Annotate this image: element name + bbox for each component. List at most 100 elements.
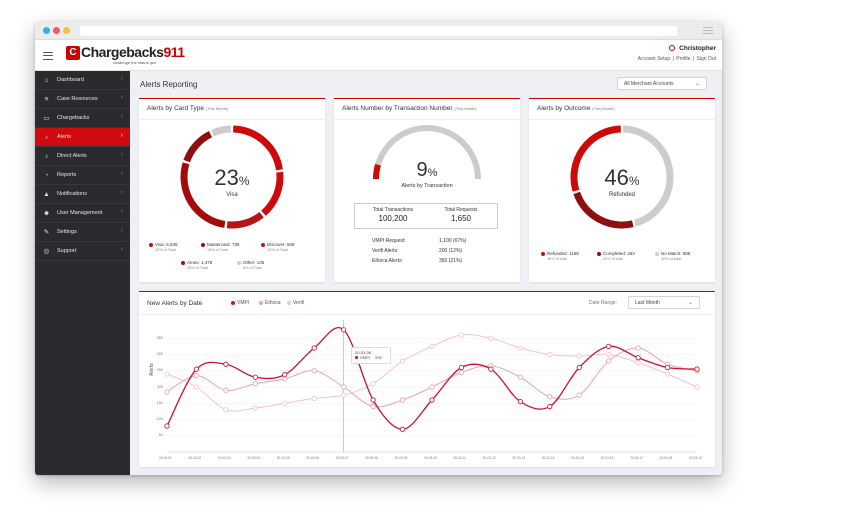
data-point-vmpi[interactable] bbox=[341, 327, 347, 333]
data-point-vmpi[interactable] bbox=[282, 372, 288, 378]
data-point-ethoca[interactable] bbox=[164, 389, 170, 395]
data-point-ethoca[interactable] bbox=[193, 373, 200, 379]
data-point-ethoca[interactable] bbox=[635, 345, 641, 351]
x-tick-label: 20-03-17 bbox=[630, 456, 643, 460]
x-tick-label: 20-03-04 bbox=[247, 456, 261, 460]
chart-legend-item[interactable]: Verifi bbox=[287, 300, 304, 306]
date-range-select[interactable]: Last Month ⌄ bbox=[628, 296, 700, 309]
chart-legend-item[interactable]: Ethoca bbox=[259, 300, 281, 306]
data-point-vmpi[interactable] bbox=[164, 423, 170, 429]
data-point-verifi[interactable] bbox=[694, 384, 700, 390]
data-point-vmpi[interactable] bbox=[488, 366, 494, 372]
window-dot-icon[interactable] bbox=[53, 27, 60, 34]
donut-segment bbox=[211, 125, 232, 137]
data-point-ethoca[interactable] bbox=[429, 384, 435, 390]
legend-name: Mastercard: bbox=[207, 242, 231, 247]
data-point-vmpi[interactable] bbox=[547, 403, 553, 410]
sidebar-item-direct-alerts[interactable]: ♪ Direct Alerts › bbox=[35, 147, 130, 166]
sidebar-item-alerts[interactable]: ♪ Alerts › bbox=[35, 128, 130, 147]
logo-icon[interactable]: C bbox=[66, 46, 80, 60]
data-point-verifi[interactable] bbox=[664, 371, 671, 377]
outcome-label: Refunded bbox=[608, 192, 636, 198]
donut-segment bbox=[183, 130, 213, 163]
data-point-verifi[interactable] bbox=[606, 351, 612, 358]
link-separator: | bbox=[692, 56, 695, 62]
x-tick-label: 20-03-12 bbox=[482, 456, 496, 460]
data-point-vmpi[interactable] bbox=[399, 426, 406, 432]
data-point-vmpi[interactable] bbox=[311, 345, 317, 351]
data-point-verifi[interactable] bbox=[193, 384, 200, 390]
data-point-verifi[interactable] bbox=[370, 381, 376, 387]
legend-name: Verifi bbox=[293, 300, 305, 306]
data-point-vmpi[interactable] bbox=[606, 343, 612, 349]
data-point-verifi[interactable] bbox=[547, 351, 553, 358]
data-point-ethoca[interactable] bbox=[547, 394, 553, 400]
data-point-verifi[interactable] bbox=[399, 358, 406, 364]
alert-source-value: 1,100 (67%) bbox=[439, 238, 467, 244]
data-point-vmpi[interactable] bbox=[458, 364, 465, 371]
sidebar-item-reports[interactable]: ◔ Reports › bbox=[35, 166, 130, 185]
data-point-ethoca[interactable] bbox=[282, 376, 288, 382]
data-point-verifi[interactable] bbox=[429, 343, 435, 349]
sidebar-item-chargebacks[interactable]: ▭ Chargebacks › bbox=[35, 109, 130, 128]
data-point-vmpi[interactable] bbox=[429, 397, 435, 403]
data-point-verifi[interactable] bbox=[488, 335, 494, 341]
sidebar-item-notifications[interactable]: ▲ Notifications › bbox=[35, 185, 130, 204]
data-point-verifi[interactable] bbox=[223, 407, 229, 413]
account-setup-link[interactable]: Account Setup bbox=[637, 56, 671, 62]
data-point-vmpi[interactable] bbox=[517, 399, 523, 405]
chart-legend-item[interactable]: VMPI bbox=[231, 300, 249, 306]
legend-dot bbox=[237, 260, 241, 265]
chevron-right-icon: › bbox=[120, 170, 123, 177]
data-point-ethoca[interactable] bbox=[517, 374, 523, 380]
data-point-verifi[interactable] bbox=[635, 360, 641, 366]
data-point-ethoca[interactable] bbox=[341, 384, 347, 390]
data-point-ethoca[interactable] bbox=[223, 387, 229, 393]
data-point-vmpi[interactable] bbox=[635, 355, 641, 361]
data-point-vmpi[interactable] bbox=[576, 364, 582, 371]
data-point-vmpi[interactable] bbox=[370, 397, 376, 403]
data-point-verifi[interactable] bbox=[311, 395, 317, 401]
sidebar-item-case-resources[interactable]: ≡ Case Resources › bbox=[35, 90, 130, 109]
x-tick-label: 20-03-06 bbox=[306, 456, 319, 460]
data-point-verifi[interactable] bbox=[576, 353, 582, 359]
data-point-verifi[interactable] bbox=[282, 400, 288, 406]
browser-menu-icon[interactable] bbox=[703, 27, 713, 34]
data-point-ethoca[interactable] bbox=[458, 369, 465, 375]
window-dot-icon[interactable] bbox=[43, 27, 50, 34]
sign-out-link[interactable]: Sign Out bbox=[696, 56, 716, 62]
data-point-verifi[interactable] bbox=[341, 392, 347, 398]
transaction-label: Alerts by Transaction bbox=[401, 183, 453, 189]
data-point-verifi[interactable] bbox=[458, 332, 465, 338]
browser-window: C Chargebacks911 challenge the status qu… bbox=[35, 22, 722, 475]
legend-item: Other: 135 6% of Total bbox=[237, 260, 264, 270]
profile-link[interactable]: Profile bbox=[676, 56, 691, 62]
user-name[interactable]: Christopher bbox=[637, 45, 716, 52]
sidebar-item-settings[interactable]: ✎ Settings › bbox=[35, 223, 130, 242]
data-point-vmpi[interactable] bbox=[193, 366, 200, 372]
data-point-verifi[interactable] bbox=[252, 405, 258, 411]
merchant-account-select[interactable]: All Merchant Accounts ⌄ bbox=[617, 77, 707, 90]
data-point-ethoca[interactable] bbox=[252, 381, 258, 387]
sidebar-item-user-management[interactable]: ☻ User Management › bbox=[35, 204, 130, 223]
data-point-vmpi[interactable] bbox=[694, 366, 700, 372]
hamburger-menu-icon[interactable] bbox=[43, 52, 53, 60]
sidebar-item-support[interactable]: ◎ Support › bbox=[35, 242, 130, 261]
sidebar-item-dashboard[interactable]: ⌂ Dashboard › bbox=[35, 71, 130, 90]
address-bar[interactable] bbox=[80, 26, 677, 36]
data-point-vmpi[interactable] bbox=[252, 374, 258, 380]
legend-name: Completed: bbox=[603, 251, 627, 256]
data-point-ethoca[interactable] bbox=[399, 397, 406, 403]
data-point-vmpi[interactable] bbox=[223, 361, 229, 367]
window-dot-icon[interactable] bbox=[63, 27, 70, 34]
data-point-ethoca[interactable] bbox=[606, 358, 612, 364]
data-point-ethoca[interactable] bbox=[576, 392, 582, 398]
data-point-vmpi[interactable] bbox=[664, 364, 671, 371]
logo[interactable]: Chargebacks911 bbox=[81, 44, 185, 60]
legend-item: Completed: 263 24% of total bbox=[597, 251, 635, 261]
data-point-verifi[interactable] bbox=[164, 371, 170, 377]
data-point-verifi[interactable] bbox=[517, 345, 523, 351]
x-tick-label: 20-03-19 bbox=[689, 456, 702, 460]
data-point-ethoca[interactable] bbox=[311, 368, 317, 374]
data-point-ethoca[interactable] bbox=[370, 403, 376, 410]
